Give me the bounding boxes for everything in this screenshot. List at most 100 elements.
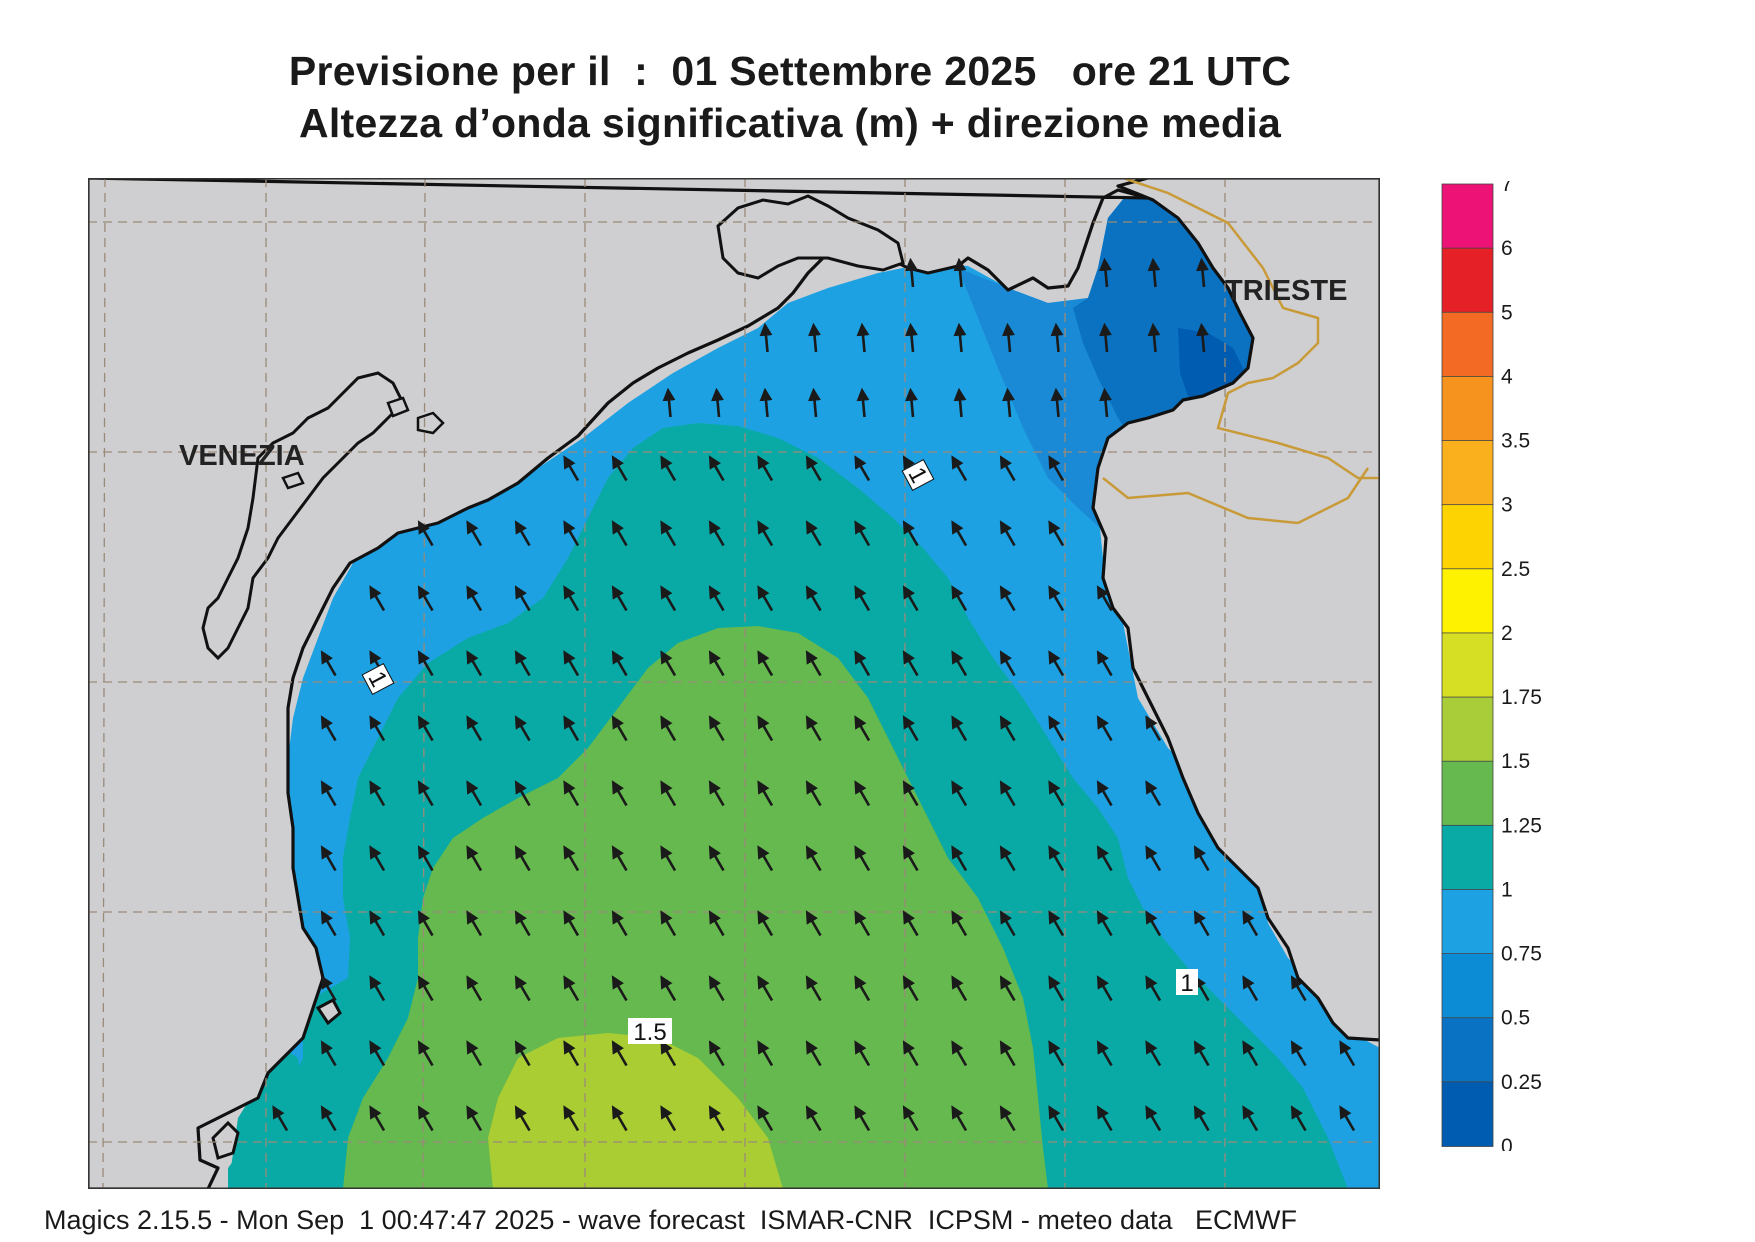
wave-direction-arrow — [805, 650, 822, 677]
wave-direction-arrow — [563, 1105, 580, 1132]
wave-direction-arrow — [611, 910, 628, 937]
wave-direction-arrow — [514, 975, 531, 1002]
wave-direction-arrow — [999, 455, 1016, 482]
wave-direction-arrow — [1196, 322, 1209, 353]
wave-direction-arrow — [951, 845, 968, 872]
wave-direction-arrow — [905, 387, 918, 418]
wave-direction-arrow — [1096, 715, 1113, 742]
wave-direction-arrow — [417, 845, 434, 872]
wave-direction-arrow — [953, 387, 967, 418]
wave-direction-arrow — [417, 1105, 434, 1132]
wave-direction-arrow — [1145, 1040, 1162, 1067]
wave-direction-arrow — [1339, 1040, 1356, 1067]
wave-direction-arrow — [563, 715, 580, 742]
wave-direction-arrow — [902, 650, 919, 677]
wave-direction-arrow — [757, 1040, 774, 1067]
wave-direction-arrow — [1099, 322, 1112, 353]
wave-direction-arrow — [759, 322, 773, 353]
wave-direction-arrow — [951, 585, 968, 612]
color-legend-label: 0 — [1501, 1135, 1513, 1151]
wave-direction-arrow — [759, 387, 773, 418]
wave-direction-arrow — [660, 910, 677, 937]
footer-credits: Magics 2.15.5 - Mon Sep 1 00:47:47 2025 … — [44, 1205, 1297, 1235]
wave-direction-arrow — [757, 910, 774, 937]
wave-direction-arrow — [1290, 1040, 1307, 1067]
wave-direction-arrow — [856, 322, 870, 353]
wave-direction-arrow — [854, 455, 871, 482]
wave-direction-arrow — [1048, 520, 1065, 547]
wave-direction-arrow — [660, 520, 677, 547]
wave-direction-arrow — [1193, 975, 1210, 1002]
wave-direction-arrow — [660, 845, 677, 872]
color-legend: 7 6 5 4 3.5 3 2.5 2 1.75 1.5 1.25 1 0.75 0.5 0.25 0 — [1441, 181, 1542, 1151]
wave-direction-arrow — [1050, 322, 1064, 353]
wave-direction-arrow — [951, 1105, 968, 1132]
city-label-trieste: TRIESTE — [1225, 275, 1347, 307]
wave-direction-arrow — [951, 650, 968, 677]
wave-direction-arrow — [1145, 975, 1162, 1002]
wave-direction-arrow — [611, 715, 628, 742]
wave-direction-arrow — [369, 1040, 386, 1067]
color-legend-label: 0.75 — [1501, 943, 1542, 966]
wave-direction-arrow — [1147, 322, 1161, 353]
wave-direction-arrow — [1242, 1040, 1259, 1067]
wave-direction-arrow — [1048, 715, 1065, 742]
wave-direction-arrow — [514, 1040, 531, 1067]
wave-direction-arrow — [1193, 1105, 1210, 1132]
wave-direction-arrows — [272, 257, 1356, 1132]
color-legend-label: 3.5 — [1501, 430, 1530, 453]
wave-direction-arrow — [708, 1040, 725, 1067]
wave-direction-arrow — [369, 780, 386, 807]
wave-direction-arrow — [905, 257, 918, 288]
wave-direction-arrow — [660, 1105, 677, 1132]
wave-direction-arrow — [757, 1105, 774, 1132]
color-legend-swatch — [1441, 824, 1494, 891]
color-legend-label: 1.25 — [1501, 814, 1542, 837]
wave-direction-arrow — [757, 455, 774, 482]
color-legend-swatch — [1441, 440, 1494, 506]
wave-direction-arrow — [757, 585, 774, 612]
wave-direction-arrow — [1096, 1105, 1113, 1132]
wave-direction-arrow — [951, 910, 968, 937]
color-legend-swatch — [1441, 375, 1494, 442]
wave-direction-arrow — [1145, 910, 1162, 937]
city-label-venezia: VENEZIA — [179, 440, 305, 472]
wave-direction-arrow — [563, 780, 580, 807]
wave-direction-arrow — [1048, 585, 1065, 612]
wave-direction-arrow — [611, 1040, 628, 1067]
wave-direction-arrow — [611, 1105, 628, 1132]
wave-direction-arrow — [854, 1040, 871, 1067]
wave-direction-arrow — [563, 1040, 580, 1067]
wave-direction-arrow — [1196, 257, 1209, 288]
wave-direction-arrow — [708, 780, 725, 807]
wave-direction-arrow — [708, 910, 725, 937]
color-legend-label: 1.75 — [1501, 686, 1542, 709]
wave-direction-arrow — [805, 585, 822, 612]
wave-direction-arrow — [1048, 1040, 1065, 1067]
color-legend-label: 6 — [1501, 237, 1513, 260]
wave-direction-arrow — [1096, 975, 1113, 1002]
wave-direction-arrow — [951, 520, 968, 547]
wave-direction-arrow — [611, 650, 628, 677]
national-border — [1102, 178, 1380, 525]
wave-direction-arrow — [662, 387, 676, 418]
wave-direction-arrow — [757, 715, 774, 742]
wave-direction-arrow — [563, 845, 580, 872]
wave-direction-arrow — [854, 1105, 871, 1132]
wave-direction-arrow — [953, 322, 967, 353]
wave-direction-arrow — [805, 910, 822, 937]
wave-direction-arrow — [1002, 322, 1015, 353]
venice-lagoon-shape — [201, 371, 405, 661]
wave-direction-arrow — [417, 910, 434, 937]
wave-direction-arrow — [805, 1105, 822, 1132]
wave-direction-arrow — [902, 1040, 919, 1067]
wave-direction-arrow — [320, 780, 337, 807]
wave-direction-arrow — [660, 455, 677, 482]
color-legend-swatch — [1441, 311, 1494, 378]
wave-direction-arrow — [708, 650, 725, 677]
wave-direction-arrow — [1147, 257, 1161, 288]
wave-direction-arrow — [805, 715, 822, 742]
wave-direction-arrow — [611, 780, 628, 807]
color-legend-label: 1.5 — [1501, 750, 1530, 773]
wave-direction-arrow — [805, 845, 822, 872]
